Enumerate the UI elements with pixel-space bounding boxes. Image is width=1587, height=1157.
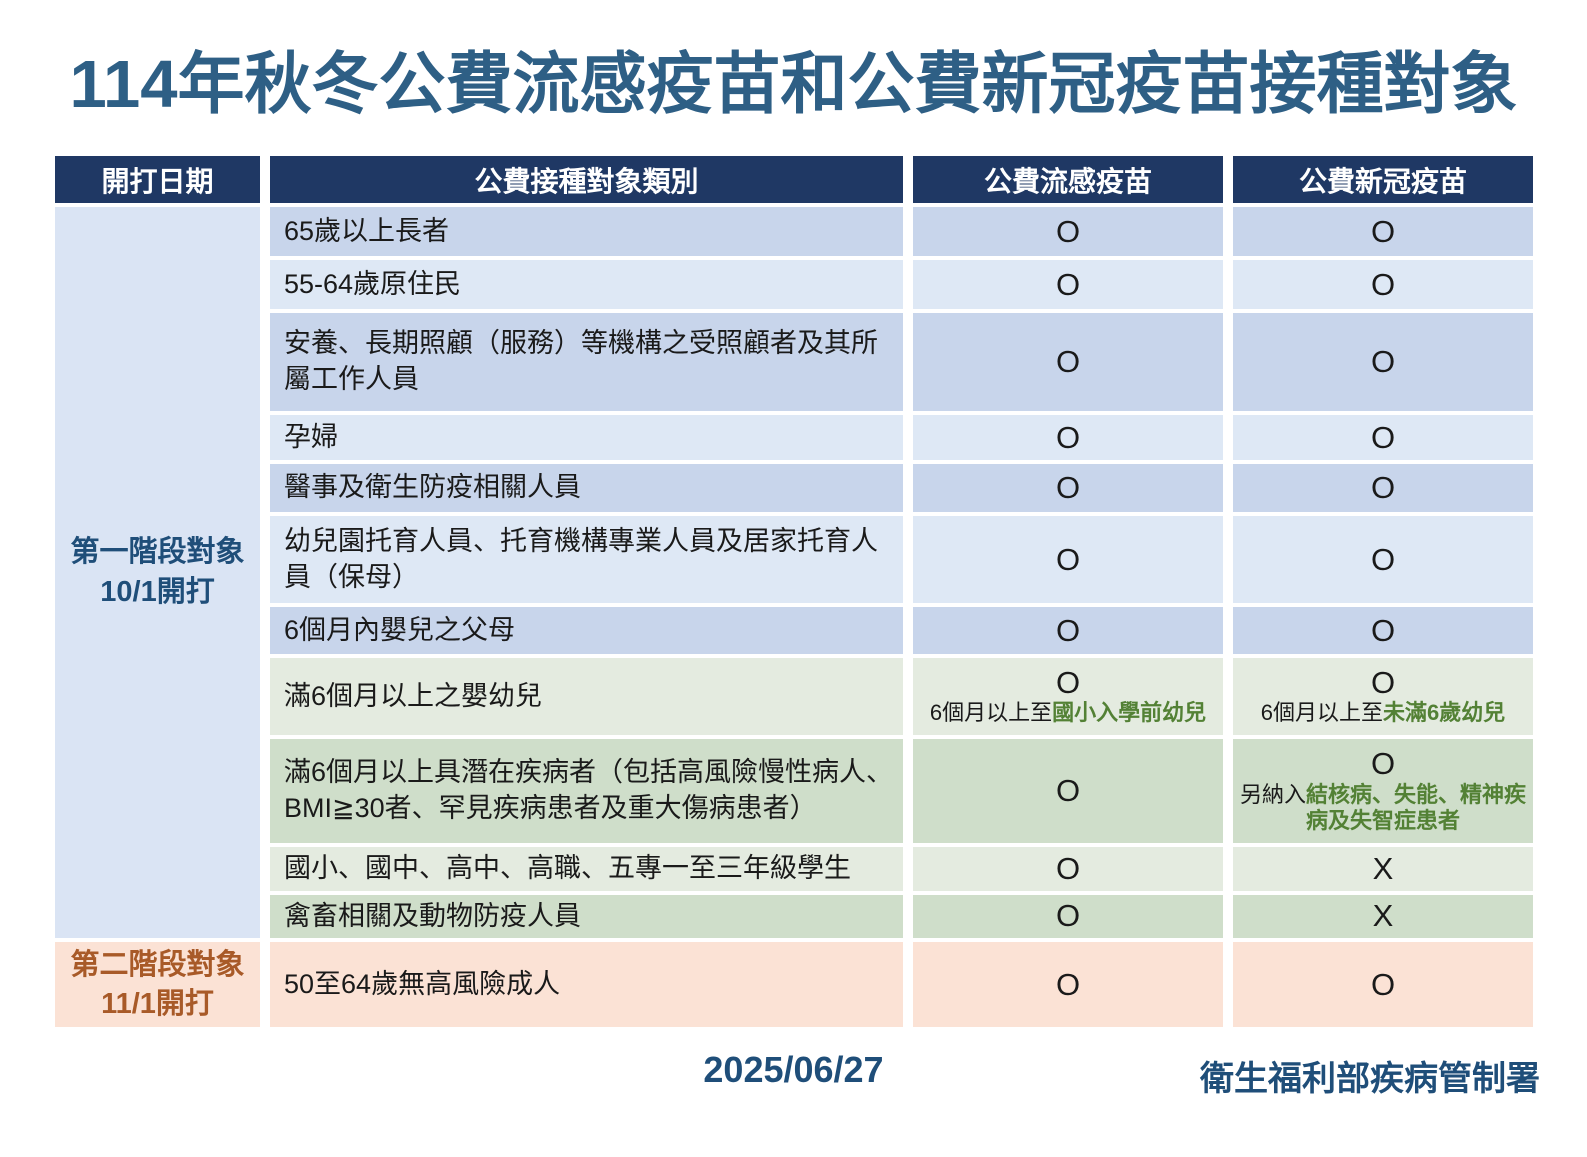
table-row: 第一階段對象 10/1開打 65歲以上長者 O O [55,207,1533,939]
covid-mark-cell: O 另納入結核病、失能、精神疾病及失智症患者 [1233,739,1533,843]
flu-mark-cell: O 6個月以上至國小入學前幼兒 [913,658,1223,735]
covid-mark-cell: X [1233,847,1533,891]
table-header-row: 開打日期 公費接種對象類別 公費流感疫苗 公費新冠疫苗 [55,156,1533,203]
flu-mark-cell: O [913,207,1223,256]
stage1-label-line1: 第一階段對象 [70,536,245,569]
table-row: 安養、長期照顧（服務）等機構之受照顧者及其所屬工作人員 O O [55,313,1533,411]
covid-mark-cell: O [1233,516,1533,603]
stage2-cell: 第二階段對象 11/1開打 [55,942,260,1028]
stage2-label-line2: 11/1開打 [101,987,214,1020]
table-row: 孕婦 O O [55,415,1533,460]
category-cell: 55-64歲原住民 [270,260,903,309]
table-row: 國小、國中、高中、高職、五專一至三年級學生 O X [55,847,1533,891]
flu-mark: O [1055,664,1081,700]
covid-mark: O [1370,745,1396,781]
flu-note: 6個月以上至國小入學前幼兒 [929,700,1207,726]
table-row: 55-64歲原住民 O O [55,260,1533,309]
covid-mark: O [1370,664,1396,700]
vaccine-eligibility-table: 開打日期 公費接種對象類別 公費流感疫苗 公費新冠疫苗 第一階段對象 10/1開… [45,152,1543,1031]
footer-date: 2025/06/27 [703,1049,884,1091]
covid-note: 另納入結核病、失能、精神疾病及失智症患者 [1239,781,1527,834]
flu-mark-cell: O [913,847,1223,891]
category-cell: 幼兒園托育人員、托育機構專業人員及居家托育人員（保母） [270,516,903,603]
flu-mark-cell: O [913,739,1223,843]
category-cell: 滿6個月以上之嬰幼兒 [270,658,903,735]
covid-mark-cell: O [1233,207,1533,256]
covid-mark-cell: X [1233,894,1533,939]
category-cell: 醫事及衛生防疫相關人員 [270,464,903,512]
covid-mark-cell: O [1233,942,1533,1028]
page-title: 114年秋冬公費流感疫苗和公費新冠疫苗接種對象 [69,47,1518,122]
footer-agency: 衛生福利部疾病管制署 [1200,1060,1540,1099]
infographic-page: 114年秋冬公費流感疫苗和公費新冠疫苗接種對象 開打日期 公費接種對象類別 公費… [0,34,1587,1099]
table-row: 滿6個月以上之嬰幼兒 O 6個月以上至國小入學前幼兒 O 6個月以上至未滿6歲幼… [55,658,1533,735]
covid-mark-cell: O [1233,607,1533,654]
covid-mark-cell: O [1233,415,1533,460]
category-cell: 國小、國中、高中、高職、五專一至三年級學生 [270,847,903,891]
flu-mark-cell: O [913,313,1223,411]
table-row: 幼兒園托育人員、托育機構專業人員及居家托育人員（保母） O O [55,516,1533,603]
covid-mark-cell: O 6個月以上至未滿6歲幼兒 [1233,658,1533,735]
footer: 2025/06/27 衛生福利部疾病管制署 [0,1043,1587,1099]
col-header-category: 公費接種對象類別 [270,156,903,203]
col-header-start-date: 開打日期 [55,156,260,203]
table-row: 6個月內嬰兒之父母 O O [55,607,1533,654]
stage1-cell: 第一階段對象 10/1開打 [55,207,260,939]
table-row: 滿6個月以上具潛在疾病者（包括高風險慢性病人、BMI≧30者、罕見疾病患者及重大… [55,739,1533,843]
covid-mark-cell: O [1233,313,1533,411]
table-row: 醫事及衛生防疫相關人員 O O [55,464,1533,512]
table-row: 第二階段對象 11/1開打 50至64歲無高風險成人 O O [55,942,1533,1028]
category-cell: 禽畜相關及動物防疫人員 [270,894,903,939]
table-row: 禽畜相關及動物防疫人員 O X [55,894,1533,939]
category-cell: 6個月內嬰兒之父母 [270,607,903,654]
category-cell: 滿6個月以上具潛在疾病者（包括高風險慢性病人、BMI≧30者、罕見疾病患者及重大… [270,739,903,843]
col-header-covid-vaccine: 公費新冠疫苗 [1233,156,1533,203]
covid-note: 6個月以上至未滿6歲幼兒 [1260,700,1506,726]
covid-mark-cell: O [1233,260,1533,309]
flu-mark-cell: O [913,894,1223,939]
flu-mark-cell: O [913,942,1223,1028]
stage1-label-line2: 10/1開打 [100,575,215,608]
col-header-flu-vaccine: 公費流感疫苗 [913,156,1223,203]
flu-mark-cell: O [913,607,1223,654]
category-cell: 安養、長期照顧（服務）等機構之受照顧者及其所屬工作人員 [270,313,903,411]
category-cell: 孕婦 [270,415,903,460]
flu-mark-cell: O [913,464,1223,512]
stage2-label-line1: 第二階段對象 [70,948,245,981]
category-cell: 50至64歲無高風險成人 [270,942,903,1028]
flu-mark-cell: O [913,260,1223,309]
covid-mark-cell: O [1233,464,1533,512]
flu-mark-cell: O [913,415,1223,460]
flu-mark-cell: O [913,516,1223,603]
category-cell: 65歲以上長者 [270,207,903,256]
